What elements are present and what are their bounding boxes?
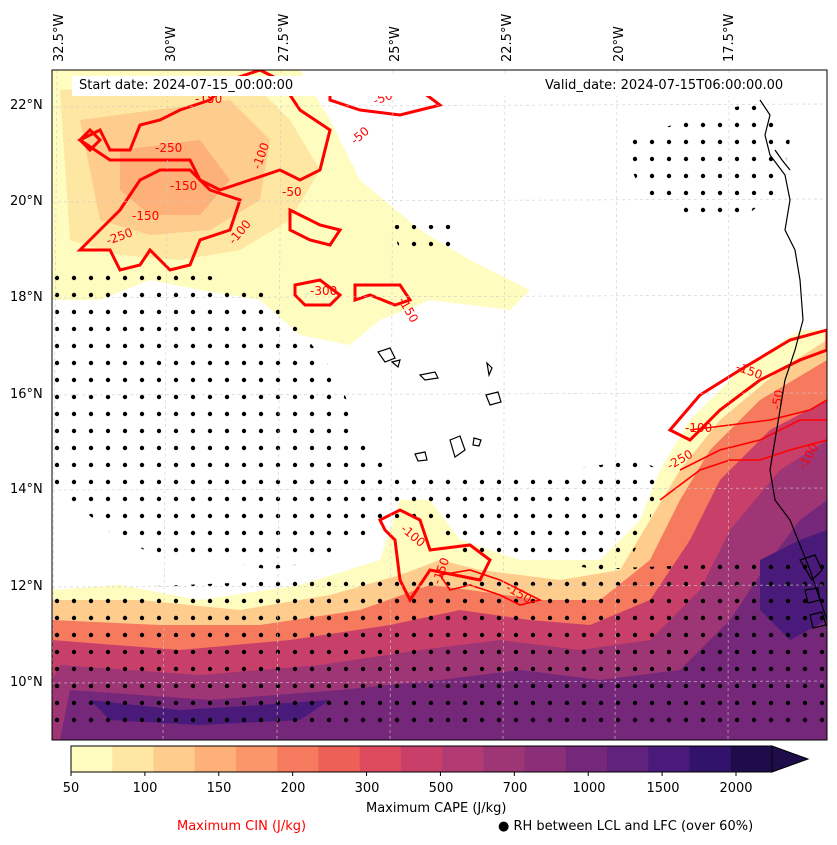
colorbar-segment: [194, 746, 237, 772]
coastline: [377, 99, 827, 629]
lon-label: 20°W: [612, 26, 627, 62]
lon-label: 25°W: [388, 26, 403, 62]
valid-date-label: Valid_date: 2024-07-15T06:00:00.00: [543, 78, 786, 93]
colorbar-border: [70, 745, 773, 773]
lon-label: 22.5°W: [500, 13, 515, 62]
rh-dot-regions: [52, 100, 827, 730]
colorbar-tick-label: 300: [354, 781, 380, 796]
colorbar-tick-label: 500: [428, 781, 454, 796]
colorbar-segment: [112, 746, 154, 772]
colorbar-segment: [607, 746, 649, 772]
colorbar-tick-label: 700: [502, 781, 528, 796]
lon-label: 30°W: [164, 26, 179, 62]
colorbar-tick-label: 150: [206, 781, 232, 796]
lon-label: 27.5°W: [277, 13, 292, 62]
colorbar-segment: [277, 746, 319, 772]
cin-contours: [76, 70, 827, 606]
gridlines: [52, 70, 827, 740]
colorbar-segment: [648, 746, 691, 772]
colorbar-segment: [318, 746, 361, 772]
start-date-label: Start date: 2024-07-15_00:00:00: [77, 78, 296, 93]
lat-label: 20°N: [10, 194, 43, 209]
cin-label: -100: [685, 421, 712, 435]
lat-label: 18°N: [10, 290, 43, 305]
colorbar-tick-label: 2000: [719, 781, 753, 796]
colorbar-segment: [565, 746, 608, 772]
colorbar-segment: [359, 746, 402, 772]
map-border: [51, 69, 828, 741]
cin-label: -50: [282, 185, 302, 199]
cin-label: -300: [310, 284, 337, 298]
colorbar-segment: [71, 746, 113, 772]
colorbar-tick-label: 50: [62, 781, 80, 796]
colorbar-segment: [235, 746, 278, 772]
lon-label: 32.5°W: [52, 13, 67, 62]
colorbar-segment: [689, 746, 732, 772]
lat-label: 12°N: [10, 579, 43, 594]
lat-label: 16°N: [10, 387, 43, 402]
rh-legend-label: ● RH between LCL and LFC (over 60%): [498, 819, 754, 834]
cape-colorbar: [70, 745, 810, 776]
cin-label: -150: [170, 179, 197, 193]
cin-label: -250: [155, 141, 182, 155]
lat-label: 14°N: [10, 482, 43, 497]
lon-label: 17.5°W: [722, 13, 737, 62]
colorbar-segment: [483, 746, 526, 772]
colorbar-segment: [400, 746, 443, 772]
colorbar-tick-label: 100: [132, 781, 158, 796]
lat-label: 22°N: [10, 98, 43, 113]
lat-label: 10°N: [10, 675, 43, 690]
colorbar-extend-arrow: [771, 745, 810, 773]
colorbar-tick-label: 200: [280, 781, 306, 796]
colorbar-title: Maximum CAPE (J/kg): [366, 801, 507, 816]
colorbar-segment: [730, 746, 773, 772]
cin-label: -150: [132, 209, 159, 223]
colorbar-segment: [442, 746, 484, 772]
cin-legend-label: Maximum CIN (J/kg): [177, 819, 307, 834]
map-area: -250 -150 -50 -100 -50 -150 -300 -250 -1…: [52, 70, 827, 740]
colorbar-segment: [524, 746, 567, 772]
colorbar-segment: [153, 746, 196, 772]
colorbar-tick-label: 1000: [572, 781, 606, 796]
colorbar-tick-label: 1500: [646, 781, 680, 796]
